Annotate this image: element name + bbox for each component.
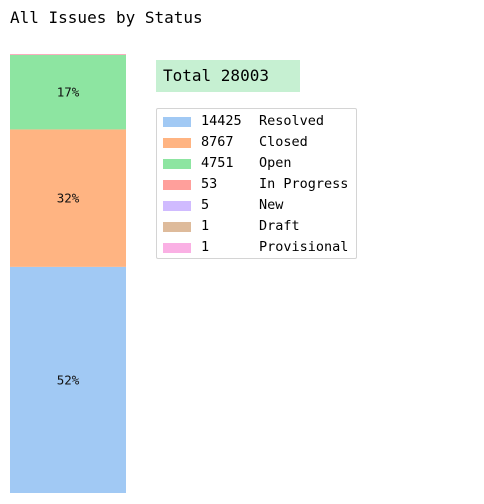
legend-item-provisional: 1 Provisional: [157, 237, 356, 258]
legend-count: 8767: [201, 134, 234, 150]
legend-count: 4751: [201, 155, 234, 171]
legend-swatch: [163, 201, 191, 211]
legend-swatch: [163, 159, 191, 169]
legend-label: Open: [259, 155, 292, 171]
legend-count: 14425: [201, 113, 242, 129]
total-badge: Total 28003: [156, 60, 300, 92]
legend-item-closed: 8767 Closed: [157, 132, 356, 153]
legend-swatch: [163, 138, 191, 148]
legend-count: 1: [201, 239, 210, 255]
legend-item-open: 4751 Open: [157, 153, 356, 174]
legend-swatch: [163, 117, 191, 127]
legend: 14425 Resolved 8767 Closed 4751 Open 53 In Prog…: [156, 108, 357, 259]
data-label-open: 17%: [57, 85, 80, 100]
legend-count: 53: [201, 176, 218, 192]
legend-item-draft: 1 Draft: [157, 216, 356, 237]
legend-swatch: [163, 243, 191, 253]
legend-swatch: [163, 222, 191, 232]
legend-label: In Progress: [259, 176, 349, 192]
legend-item-in-progress: 53 In Progress: [157, 174, 356, 195]
legend-item-new: 5 New: [157, 195, 356, 216]
legend-label: Resolved: [259, 113, 325, 129]
chart-title: All Issues by Status: [10, 8, 203, 27]
legend-count: 5: [201, 197, 210, 213]
bar-segment-open: [10, 54, 126, 130]
legend-label: Draft: [259, 218, 300, 234]
legend-swatch: [163, 180, 191, 190]
legend-label: Provisional: [259, 239, 349, 255]
legend-label: New: [259, 197, 284, 213]
bar-segment-closed: [10, 129, 126, 267]
legend-count: 1: [201, 218, 210, 234]
data-label-resolved: 52%: [57, 372, 80, 387]
bar-segment-in-progress: [10, 54, 126, 55]
data-label-closed: 32%: [57, 191, 80, 206]
bar-segment-resolved: [10, 266, 126, 493]
legend-item-resolved: 14425 Resolved: [157, 111, 356, 132]
legend-label: Closed: [259, 134, 308, 150]
